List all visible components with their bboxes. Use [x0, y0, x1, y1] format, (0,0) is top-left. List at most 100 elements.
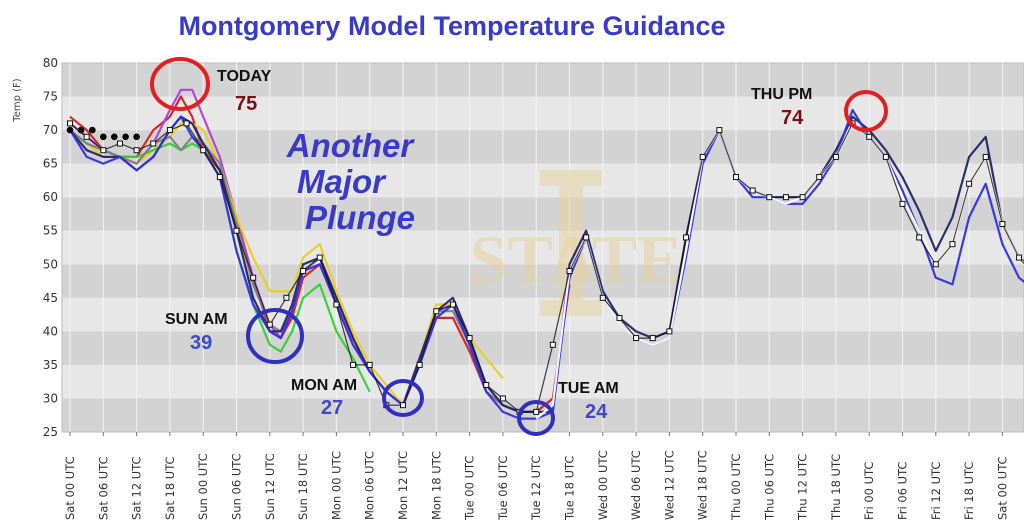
mos-marker [100, 147, 107, 154]
mos-marker [716, 127, 723, 134]
mos-marker [733, 174, 739, 181]
mos-marker [832, 153, 839, 160]
mos-marker [966, 180, 973, 187]
mos-marker [283, 294, 290, 301]
plot-band [62, 264, 1024, 298]
x-tick-label: Wed 06 UTC [629, 450, 643, 520]
mos-marker [333, 301, 340, 308]
thu-pm-label: THU PM [751, 86, 812, 103]
mos-marker [899, 200, 906, 207]
y-axis-ticks: 25 30 35 40 45 50 55 60 65 70 75 80 [43, 56, 58, 439]
x-tick-label: Sat 00 UTC [63, 456, 77, 520]
mos-marker [533, 408, 540, 415]
x-tick-label: Sun 12 UTC [263, 453, 277, 520]
x-tick-label: Sat 18 UTC [163, 456, 177, 520]
plot-background-bands [61, 62, 1024, 433]
mos-marker [183, 120, 190, 127]
mon-am-value: 27 [321, 397, 343, 419]
observed-point [66, 126, 74, 134]
mos-marker [683, 234, 690, 241]
mos-marker [749, 187, 756, 194]
today-circle [150, 57, 210, 111]
y-tick-label: 60 [43, 190, 58, 204]
y-tick-label: 75 [43, 90, 58, 104]
x-tick-label: Tue 12 UTC [529, 456, 543, 521]
y-tick-label: 40 [43, 324, 58, 338]
x-tick-label: Thu 00 UTC [729, 454, 743, 521]
x-tick-label: Tue 00 UTC [463, 456, 477, 521]
mos-marker [200, 147, 207, 154]
y-tick-label: 50 [43, 257, 58, 271]
mos-marker [766, 194, 773, 201]
headline-line-3: Plunge [305, 199, 415, 236]
mos-marker [483, 382, 490, 389]
observed-point [100, 133, 107, 141]
mos-marker [633, 335, 640, 342]
mos-marker [699, 153, 706, 160]
x-tick-label: Mon 18 UTC [429, 451, 443, 520]
x-axis-ticks: Sat 00 UTC Sat 06 UTC Sat 12 UTC Sat 18 UTC… [63, 432, 1009, 521]
mos-markers [67, 120, 1023, 415]
x-tick-label: Wed 00 UTC [596, 450, 610, 520]
mos-marker [466, 335, 473, 342]
mos-marker [300, 267, 307, 274]
tue-am-label: TUE AM [558, 380, 619, 397]
sun-am-value: 39 [190, 332, 212, 354]
x-tick-label: Sat 12 UTC [130, 456, 144, 520]
thu-pm-value: 74 [781, 107, 804, 129]
plot-band [62, 130, 1024, 164]
mos-marker [932, 261, 939, 268]
mos-marker [916, 234, 923, 241]
y-tick-label: 30 [43, 391, 58, 405]
chart-title: Montgomery Model Temperature Guidance [178, 11, 725, 41]
mos-marker [583, 234, 590, 241]
tue-am-circle [517, 400, 555, 436]
today-label: TODAY [217, 68, 272, 85]
plot-band [62, 197, 1024, 231]
mon-am-circle [382, 379, 424, 417]
plot-band [62, 364, 1024, 399]
y-tick-label: 45 [43, 291, 58, 305]
mos-marker [1016, 254, 1023, 261]
y-axis-label: Temp (F) [12, 78, 23, 122]
observed-point [133, 133, 140, 141]
mon-am-label: MON AM [291, 377, 357, 394]
plot-band [62, 230, 1024, 265]
x-tick-label: Tue 18 UTC [563, 456, 577, 521]
sun-am-label: SUN AM [165, 311, 228, 328]
mos-marker [666, 328, 673, 335]
mos-marker [949, 241, 956, 248]
vertical-gridlines [69, 63, 1003, 432]
mos-marker [549, 341, 556, 348]
mos-marker [266, 321, 273, 328]
y-tick-label: 65 [43, 157, 58, 171]
x-tick-label: Thu 18 UTC [829, 454, 843, 521]
x-tick-label: Thu 12 UTC [796, 454, 810, 521]
x-tick-label: Fri 00 UTC [862, 462, 876, 520]
y-tick-label: 25 [43, 425, 58, 439]
mos-marker [433, 308, 440, 315]
mos-marker [133, 147, 140, 154]
tue-am-value: 24 [585, 401, 608, 423]
x-tick-label: Sun 18 UTC [296, 453, 310, 520]
y-tick-label: 55 [43, 224, 58, 238]
today-value: 75 [235, 93, 257, 115]
mos-marker [599, 294, 606, 301]
x-tick-label: Wed 12 UTC [662, 450, 676, 520]
mos-marker [316, 254, 323, 261]
mos-marker [816, 174, 823, 181]
plot-band [62, 331, 1024, 365]
mos-marker [449, 301, 456, 308]
x-tick-label: Mon 00 UTC [329, 451, 343, 520]
mos-marker [233, 227, 240, 234]
headline-line-1: Another [286, 127, 416, 164]
mos-marker [882, 153, 889, 160]
mos-marker [649, 335, 656, 342]
y-tick-label: 35 [43, 358, 58, 372]
mos-marker [866, 133, 873, 140]
mos-marker [566, 267, 573, 274]
x-tick-label: Sat 00 UTC [995, 456, 1009, 520]
mos-marker [400, 402, 406, 409]
mos-marker [999, 221, 1006, 228]
